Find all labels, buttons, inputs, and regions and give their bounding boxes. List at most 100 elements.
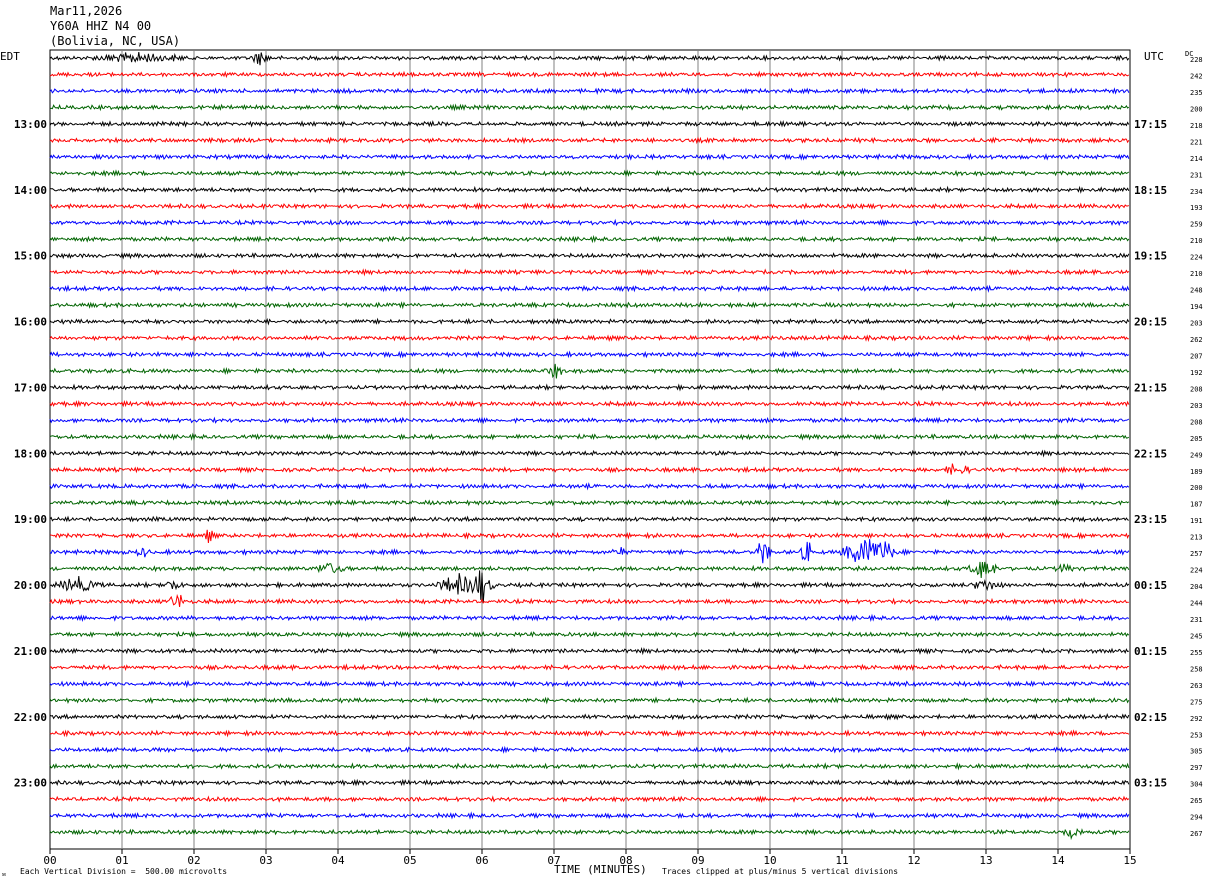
dc-offset-label: 224 — [1190, 567, 1203, 575]
dc-offset-label: 258 — [1190, 665, 1203, 673]
trace-line — [49, 120, 1130, 128]
dc-offset-label: 200 — [1190, 484, 1203, 492]
trace-line — [49, 539, 1130, 564]
dc-offset-label: 242 — [1190, 72, 1203, 80]
trace-line — [49, 202, 1129, 211]
utc-hour-label: 20:15 — [1134, 316, 1167, 329]
edt-hour-label: 14:00 — [14, 184, 47, 197]
edt-hour-label: 17:00 — [14, 381, 47, 394]
trace-line — [49, 679, 1130, 689]
small-logo-mark: ᴍ — [2, 871, 6, 878]
trace-line — [49, 185, 1130, 194]
trace-line — [49, 529, 1130, 544]
dc-offset-label: 208 — [1190, 418, 1203, 426]
x-tick-label: 10 — [763, 854, 776, 867]
trace-line — [49, 363, 1130, 379]
dc-offset-label: 200 — [1190, 105, 1203, 113]
dc-offset-label: 187 — [1190, 501, 1203, 509]
header-location: (Bolivia, NC, USA) — [50, 34, 181, 48]
x-tick-label: 05 — [403, 854, 416, 867]
trace-line — [49, 778, 1130, 787]
x-axis-title: TIME (MINUTES) — [554, 863, 647, 876]
dc-offset-label: 244 — [1190, 600, 1203, 608]
dc-offset-label: 262 — [1190, 336, 1203, 344]
trace-line — [49, 745, 1130, 754]
utc-hour-label: 02:15 — [1134, 711, 1167, 724]
dc-offset-label: 257 — [1190, 550, 1203, 558]
dc-header: DC — [1185, 50, 1193, 58]
utc-hour-label: 01:15 — [1134, 645, 1167, 658]
dc-offset-label: 203 — [1190, 402, 1203, 410]
dc-offset-label: 193 — [1190, 204, 1203, 212]
utc-hour-label: 21:15 — [1134, 381, 1167, 394]
trace-line — [49, 828, 1130, 841]
trace-line — [49, 399, 1130, 408]
utc-hour-label: 03:15 — [1134, 777, 1167, 790]
trace-line — [49, 103, 1130, 112]
dc-offset-label: 221 — [1190, 138, 1203, 146]
edt-hour-label: 19:00 — [14, 513, 47, 526]
trace-line — [49, 432, 1130, 441]
left-timezone-label: EDT — [0, 50, 20, 63]
trace-line — [49, 463, 1129, 475]
trace-line — [49, 383, 1130, 392]
trace-line — [49, 613, 1130, 623]
dc-offset-label: 210 — [1190, 270, 1203, 278]
dc-offset-label: 194 — [1190, 303, 1203, 311]
utc-hour-label: 22:15 — [1134, 447, 1167, 460]
dc-offset-label: 189 — [1190, 468, 1203, 476]
x-tick-label: 01 — [115, 854, 128, 867]
trace-line — [49, 696, 1130, 705]
header-date: Mar11,2026 — [50, 4, 123, 18]
dc-offset-label: 249 — [1190, 451, 1203, 459]
dc-offset-label: 245 — [1190, 632, 1203, 640]
trace-line — [49, 498, 1130, 507]
x-tick-label: 07 — [547, 854, 560, 867]
trace-line — [49, 647, 1129, 656]
dc-offset-label: 203 — [1190, 320, 1203, 328]
plot-frame — [49, 49, 1131, 850]
dc-offset-label: 192 — [1190, 369, 1203, 377]
utc-hour-label: 19:15 — [1134, 250, 1167, 263]
dc-offset-label: 253 — [1190, 731, 1203, 739]
trace-line — [49, 713, 1130, 721]
trace-line — [49, 593, 1129, 607]
trace-line — [49, 350, 1130, 359]
dc-offset-label: 191 — [1190, 517, 1203, 525]
edt-hour-label: 22:00 — [14, 711, 47, 724]
dc-offset-label: 255 — [1190, 649, 1203, 657]
dc-offset-label: 294 — [1190, 814, 1203, 822]
trace-line — [49, 729, 1130, 738]
x-tick-label: 14 — [1051, 854, 1065, 867]
x-tick-label: 13 — [979, 854, 992, 867]
utc-hour-label: 23:15 — [1134, 513, 1167, 526]
trace-line — [49, 663, 1129, 672]
trace-line — [49, 301, 1130, 310]
trace-line — [49, 482, 1130, 491]
trace-line — [49, 70, 1130, 79]
dc-offset-label: 214 — [1190, 155, 1203, 163]
edt-hour-label: 23:00 — [14, 777, 47, 790]
trace-line — [49, 811, 1130, 820]
dc-offset-label: 205 — [1190, 435, 1203, 443]
utc-hour-label: 17:15 — [1134, 118, 1167, 131]
x-tick-label: 09 — [691, 854, 704, 867]
x-tick-label: 06 — [475, 854, 488, 867]
edt-hour-label: 16:00 — [14, 316, 47, 329]
edt-hour-label: 18:00 — [14, 447, 47, 460]
trace-line — [49, 449, 1130, 458]
dc-offset-label: 235 — [1190, 89, 1203, 97]
trace-line — [49, 152, 1130, 161]
dc-offset-label: 248 — [1190, 287, 1203, 295]
x-tick-label: 00 — [43, 854, 56, 867]
trace-line — [49, 218, 1129, 227]
trace-line — [49, 268, 1130, 277]
header-station: Y60A HHZ N4 00 — [50, 19, 152, 33]
trace-line — [49, 561, 1130, 579]
x-tick-label: 11 — [835, 854, 848, 867]
trace-line — [49, 416, 1130, 425]
dc-offset-label: 231 — [1190, 171, 1203, 179]
dc-offset-label: 297 — [1190, 764, 1203, 772]
dc-offset-label: 234 — [1190, 188, 1203, 196]
right-timezone-label: UTC — [1144, 50, 1164, 63]
